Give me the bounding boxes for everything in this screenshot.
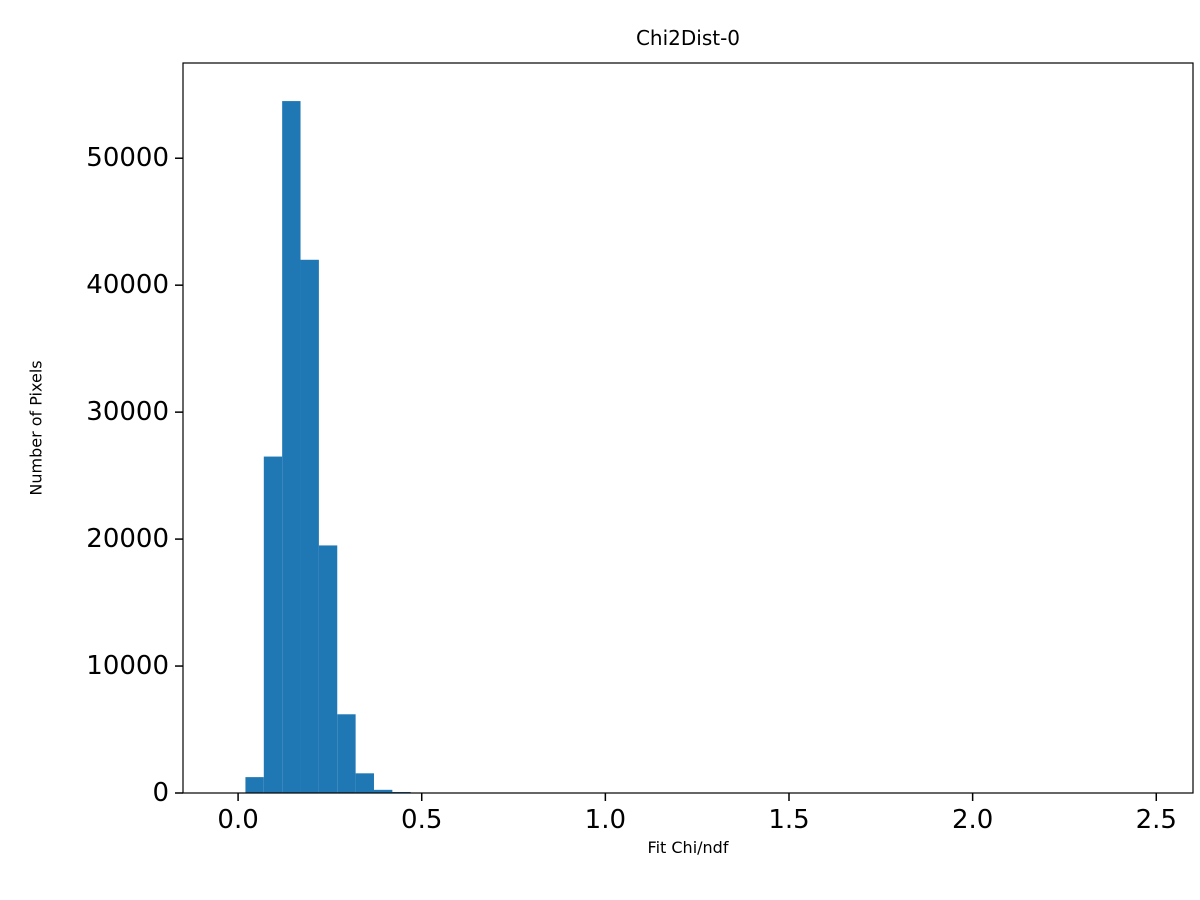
y-tick-label: 20000 xyxy=(86,524,169,555)
histogram-bar xyxy=(337,714,356,793)
x-tick-label: 1.0 xyxy=(584,805,627,835)
x-axis-label: Fit Chi/ndf xyxy=(647,838,729,857)
plot-border xyxy=(182,62,1194,794)
y-tick-label: 10000 xyxy=(86,651,169,682)
y-tick-label: 0 xyxy=(152,778,169,808)
y-tick-label: 50000 xyxy=(86,143,169,174)
histogram-bar xyxy=(318,545,338,793)
y-tick-label: 40000 xyxy=(86,270,169,301)
histogram-bar xyxy=(263,456,283,793)
histogram-bar xyxy=(300,259,319,794)
histogram-bar xyxy=(355,773,374,793)
histogram-bar xyxy=(282,101,301,793)
histogram-bar xyxy=(245,777,264,793)
x-tick-label: 0.0 xyxy=(217,805,259,835)
y-tick-label: 30000 xyxy=(86,397,169,428)
histogram-bar xyxy=(373,789,393,793)
x-tick-label: 1.5 xyxy=(768,805,810,835)
x-tick-label: 2.0 xyxy=(951,805,994,835)
x-tick-label: 0.5 xyxy=(401,805,443,835)
chart-title: Chi2Dist-0 xyxy=(635,26,741,50)
x-tick-label: 2.5 xyxy=(1135,805,1177,835)
